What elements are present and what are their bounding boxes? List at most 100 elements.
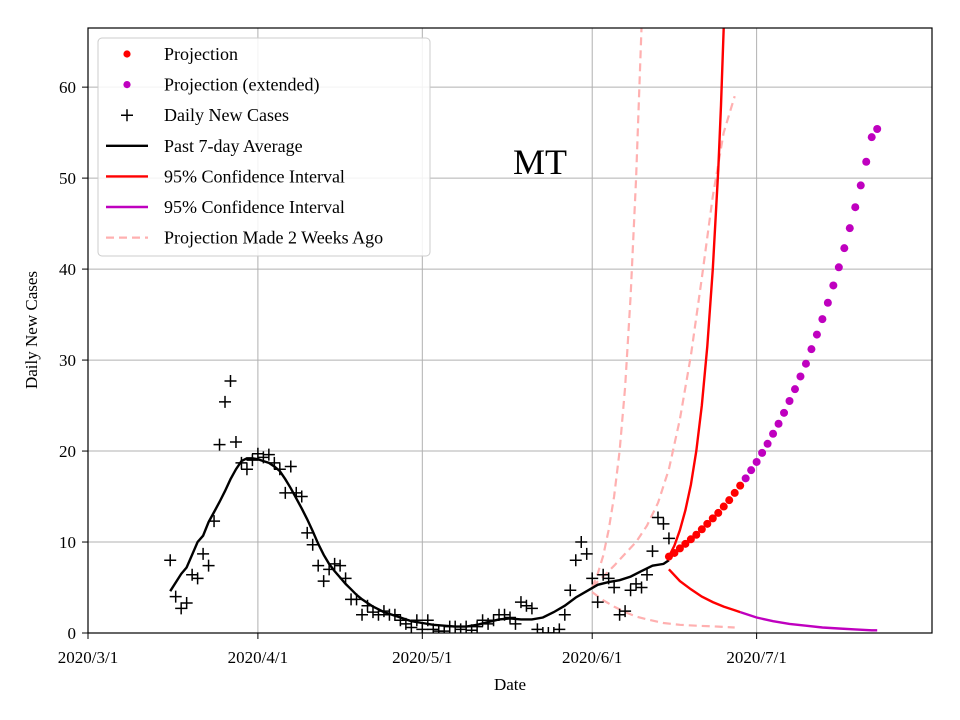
projection-extended-point (834, 263, 843, 272)
daily-case-marker (498, 608, 511, 621)
legend-marker-dot (123, 50, 131, 58)
projection-extended-point (785, 397, 794, 406)
projection-extended-point (780, 408, 789, 417)
legend-label: Past 7-day Average (164, 136, 303, 156)
legend: Projection Projection (extended) Daily New… (97, 37, 431, 257)
projection-extended-point (845, 224, 854, 233)
daily-case-marker (350, 593, 363, 606)
x-tick-label: 2020/5/1 (392, 648, 452, 667)
daily-case-marker (580, 547, 593, 560)
y-tick-label: 20 (59, 442, 76, 461)
projection-extended-point (812, 330, 821, 339)
projection-extended-point (758, 448, 767, 457)
two-weeks-ago-mid-line (591, 95, 736, 588)
projection-point (681, 539, 690, 548)
projection-extended-point (763, 439, 772, 448)
daily-case-marker (569, 554, 582, 567)
daily-case-marker (564, 584, 577, 597)
data-layer (164, 28, 882, 633)
projection-point (725, 496, 734, 505)
two-weeks-ago-upper-line (591, 28, 643, 588)
daily-case-marker (306, 538, 319, 551)
projection-point (670, 548, 679, 557)
daily-case-marker (641, 568, 654, 581)
daily-case-marker (240, 463, 253, 476)
daily-case-marker (356, 608, 369, 621)
daily-case-marker (284, 460, 297, 473)
daily-case-marker (558, 608, 571, 621)
y-tick-label: 40 (59, 260, 76, 279)
daily-case-marker (575, 536, 588, 549)
daily-case-marker (542, 627, 555, 633)
daily-case-marker (525, 602, 538, 615)
projection-extended-point (796, 372, 805, 381)
projection-extended-point (862, 157, 871, 166)
projection-extended-point (867, 133, 876, 142)
projection-extended-point (818, 315, 827, 324)
projection-point (692, 530, 701, 539)
axis-layer: 2020/3/1 2020/4/1 2020/5/1 2020/6/1 2020/7/1… (58, 78, 787, 667)
projection-extended-point (752, 457, 761, 466)
daily-case-marker (388, 608, 401, 621)
daily-case-marker (651, 511, 664, 524)
daily-case-marker (202, 559, 215, 572)
daily-case-marker (608, 581, 621, 594)
daily-case-marker (504, 611, 516, 624)
daily-case-marker (602, 572, 615, 585)
daily-case-marker (619, 605, 632, 618)
daily-case-marker (334, 559, 347, 572)
daily-case-marker (536, 627, 549, 633)
daily-case-marker (279, 486, 292, 499)
daily-case-marker (361, 599, 374, 612)
projection-point (736, 481, 745, 490)
two-weeks-ago-lower-line (591, 591, 735, 629)
projection-extended-point (747, 466, 756, 475)
daily-case-marker (197, 547, 210, 560)
ci-lower-red-line (668, 568, 741, 614)
projection-point (675, 544, 684, 553)
daily-case-marker (180, 596, 193, 609)
legend-label: Projection (extended) (164, 75, 319, 96)
daily-case-marker (416, 623, 429, 633)
daily-case-marker (246, 454, 259, 467)
daily-case-marker (421, 614, 434, 627)
daily-case-marker (219, 395, 232, 408)
projection-extended-point (840, 244, 849, 253)
daily-case-marker (449, 620, 462, 633)
projection-point (697, 525, 706, 534)
daily-case-marker (662, 532, 675, 545)
daily-case-marker (591, 596, 604, 609)
y-tick-label: 0 (68, 624, 77, 643)
projection-point (686, 535, 695, 544)
daily-case-marker (410, 614, 423, 627)
daily-case-marker (164, 554, 177, 567)
daily-case-marker (427, 623, 440, 633)
projection-extended-point (807, 345, 816, 354)
legend-label: Daily New Cases (164, 105, 289, 125)
projection-extended-point (769, 429, 778, 438)
daily-case-marker (471, 620, 484, 633)
daily-case-marker (657, 517, 670, 530)
projection-extended-point (856, 181, 865, 190)
y-tick-label: 60 (59, 78, 76, 97)
x-axis-title: Date (494, 675, 526, 694)
projection-extended-point (774, 419, 783, 428)
plot-frame (87, 27, 933, 634)
plot-area (164, 28, 882, 633)
projection-point (703, 519, 712, 528)
legend-marker-dot (123, 81, 131, 89)
y-tick-label: 10 (59, 533, 76, 552)
daily-case-marker (339, 572, 352, 585)
daily-case-marker (208, 515, 221, 528)
daily-case-marker (257, 451, 270, 464)
projection-point (719, 502, 728, 511)
legend-label: Projection (164, 44, 238, 64)
daily-case-marker (635, 581, 648, 594)
legend-label: Projection Made 2 Weeks Ago (164, 228, 383, 248)
x-tick-label: 2020/7/1 (726, 648, 786, 667)
x-tick-label: 2020/3/1 (58, 648, 118, 667)
projection-extended-point (873, 124, 882, 133)
daily-case-marker (531, 623, 544, 633)
daily-case-marker (624, 584, 637, 597)
